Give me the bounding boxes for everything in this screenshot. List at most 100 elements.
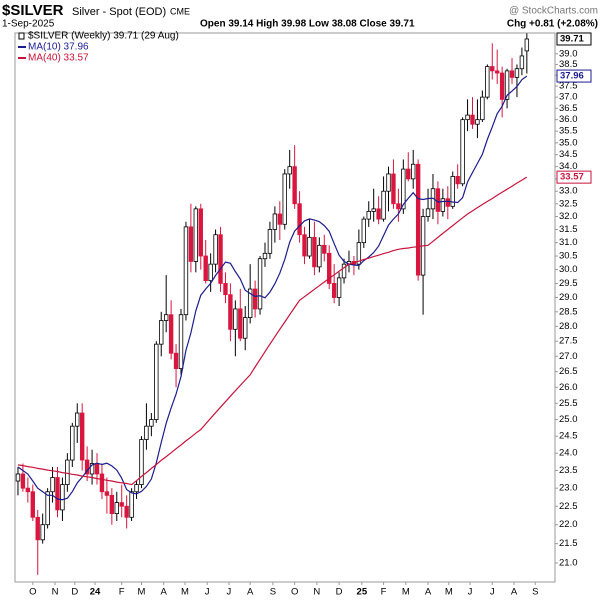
y-tick-label: 35.5 (559, 126, 578, 137)
candle-body (302, 234, 307, 257)
candle-body (257, 258, 263, 310)
candle-body (312, 236, 317, 268)
candle-body (228, 294, 233, 330)
candle-body (89, 463, 95, 475)
y-tick-label: 34.5 (559, 149, 578, 160)
candle-body (411, 163, 416, 180)
y-tick-label: 24.0 (559, 448, 578, 459)
y-tick-label: 36.5 (559, 103, 578, 114)
candle-body (480, 96, 485, 121)
y-tick-label: 26.0 (559, 382, 578, 393)
candle-body (485, 66, 490, 98)
x-tick-label: M (138, 587, 146, 598)
ma-flag-box (556, 170, 592, 184)
candle-body (154, 343, 159, 420)
candle-body (233, 308, 238, 330)
y-tick-label: 32.0 (559, 211, 578, 222)
y-tick-label: 38.5 (559, 59, 578, 70)
x-tick-label: D (71, 587, 78, 598)
legend-label: $SILVER (Weekly) 39.71 (29 Aug) (28, 31, 179, 42)
y-tick-label: 29.0 (559, 292, 578, 303)
candle-body (272, 213, 278, 230)
candle-body (475, 119, 480, 125)
y-tick-label: 27.0 (559, 351, 578, 362)
candle-body (490, 66, 495, 72)
candle-body (94, 463, 100, 475)
x-tick-label: 24 (90, 587, 101, 598)
x-tick-label: M (445, 587, 453, 598)
ma-line (17, 176, 528, 486)
x-tick-label: J (205, 587, 210, 598)
y-tick-label: 37.5 (559, 81, 578, 92)
candle-body (247, 288, 253, 318)
candle-body (65, 459, 70, 485)
y-tick-label: 33.0 (559, 186, 578, 197)
candle-body (509, 70, 515, 78)
candle-body (79, 412, 85, 461)
candle-body (460, 119, 465, 185)
candle-body (149, 419, 154, 427)
exchange: CME (170, 6, 190, 16)
y-tick-label: 21.0 (559, 557, 578, 568)
candle-body (277, 213, 283, 225)
candle-body (391, 173, 396, 205)
y-tick-label: 23.5 (559, 465, 578, 476)
candle-body (396, 203, 401, 210)
candle-body (331, 283, 337, 298)
x-tick-label: A (247, 587, 254, 598)
candle-body (168, 314, 174, 354)
y-tick-label: 34.0 (559, 161, 578, 172)
candle-body (445, 198, 450, 207)
y-tick-label: 23.0 (559, 483, 578, 494)
x-tick-label: N (313, 587, 320, 598)
ma-line (17, 75, 528, 501)
candle-body (494, 70, 500, 74)
candle-body (514, 68, 520, 78)
candle-body (381, 190, 386, 220)
candle-body (267, 229, 273, 254)
candle-body (341, 263, 347, 279)
candle-body (70, 425, 75, 461)
candle-body (75, 412, 80, 427)
y-tick-label: 31.0 (559, 237, 578, 248)
y-tick-label: 24.5 (559, 431, 578, 442)
symbol: $SILVER (2, 2, 64, 19)
candle-body (198, 208, 203, 257)
candle-body (455, 176, 460, 185)
candle-body (361, 218, 367, 244)
candle-body (55, 477, 60, 511)
y-tick-label: 21.5 (559, 538, 578, 549)
x-tick-label: J (468, 587, 473, 598)
candle-body (425, 208, 431, 217)
plot-frame (14, 32, 556, 583)
y-tick-label: 22.5 (559, 501, 578, 512)
candle-body (30, 491, 35, 518)
y-tick-label: 25.5 (559, 398, 578, 409)
candle-body (40, 524, 45, 541)
candle-body (262, 252, 268, 260)
candle-body (163, 314, 169, 321)
candle-body (322, 244, 327, 254)
x-tick-label: N (52, 587, 59, 598)
x-tick-label: S (270, 587, 276, 598)
candle-body (223, 283, 228, 296)
candle-body (406, 168, 411, 180)
candle-body (173, 352, 179, 369)
y-tick-label: 39.0 (559, 48, 578, 59)
x-tick-label: J (227, 587, 232, 598)
y-tick-label: 30.0 (559, 264, 578, 275)
ma-flag: 37.96 (560, 71, 584, 82)
candle-body (504, 70, 510, 100)
candle-body (25, 487, 31, 493)
instrument-name: Silver - Spot (EOD) (72, 6, 166, 18)
candle-body (104, 491, 110, 496)
candle-body (218, 234, 223, 284)
candle-body (45, 491, 50, 526)
y-tick-label: 26.5 (559, 366, 578, 377)
candle-body (15, 473, 21, 482)
candle-body (524, 38, 530, 52)
candle-body (465, 114, 470, 121)
y-tick-label: 29.5 (559, 278, 578, 289)
candle-body (297, 203, 302, 236)
